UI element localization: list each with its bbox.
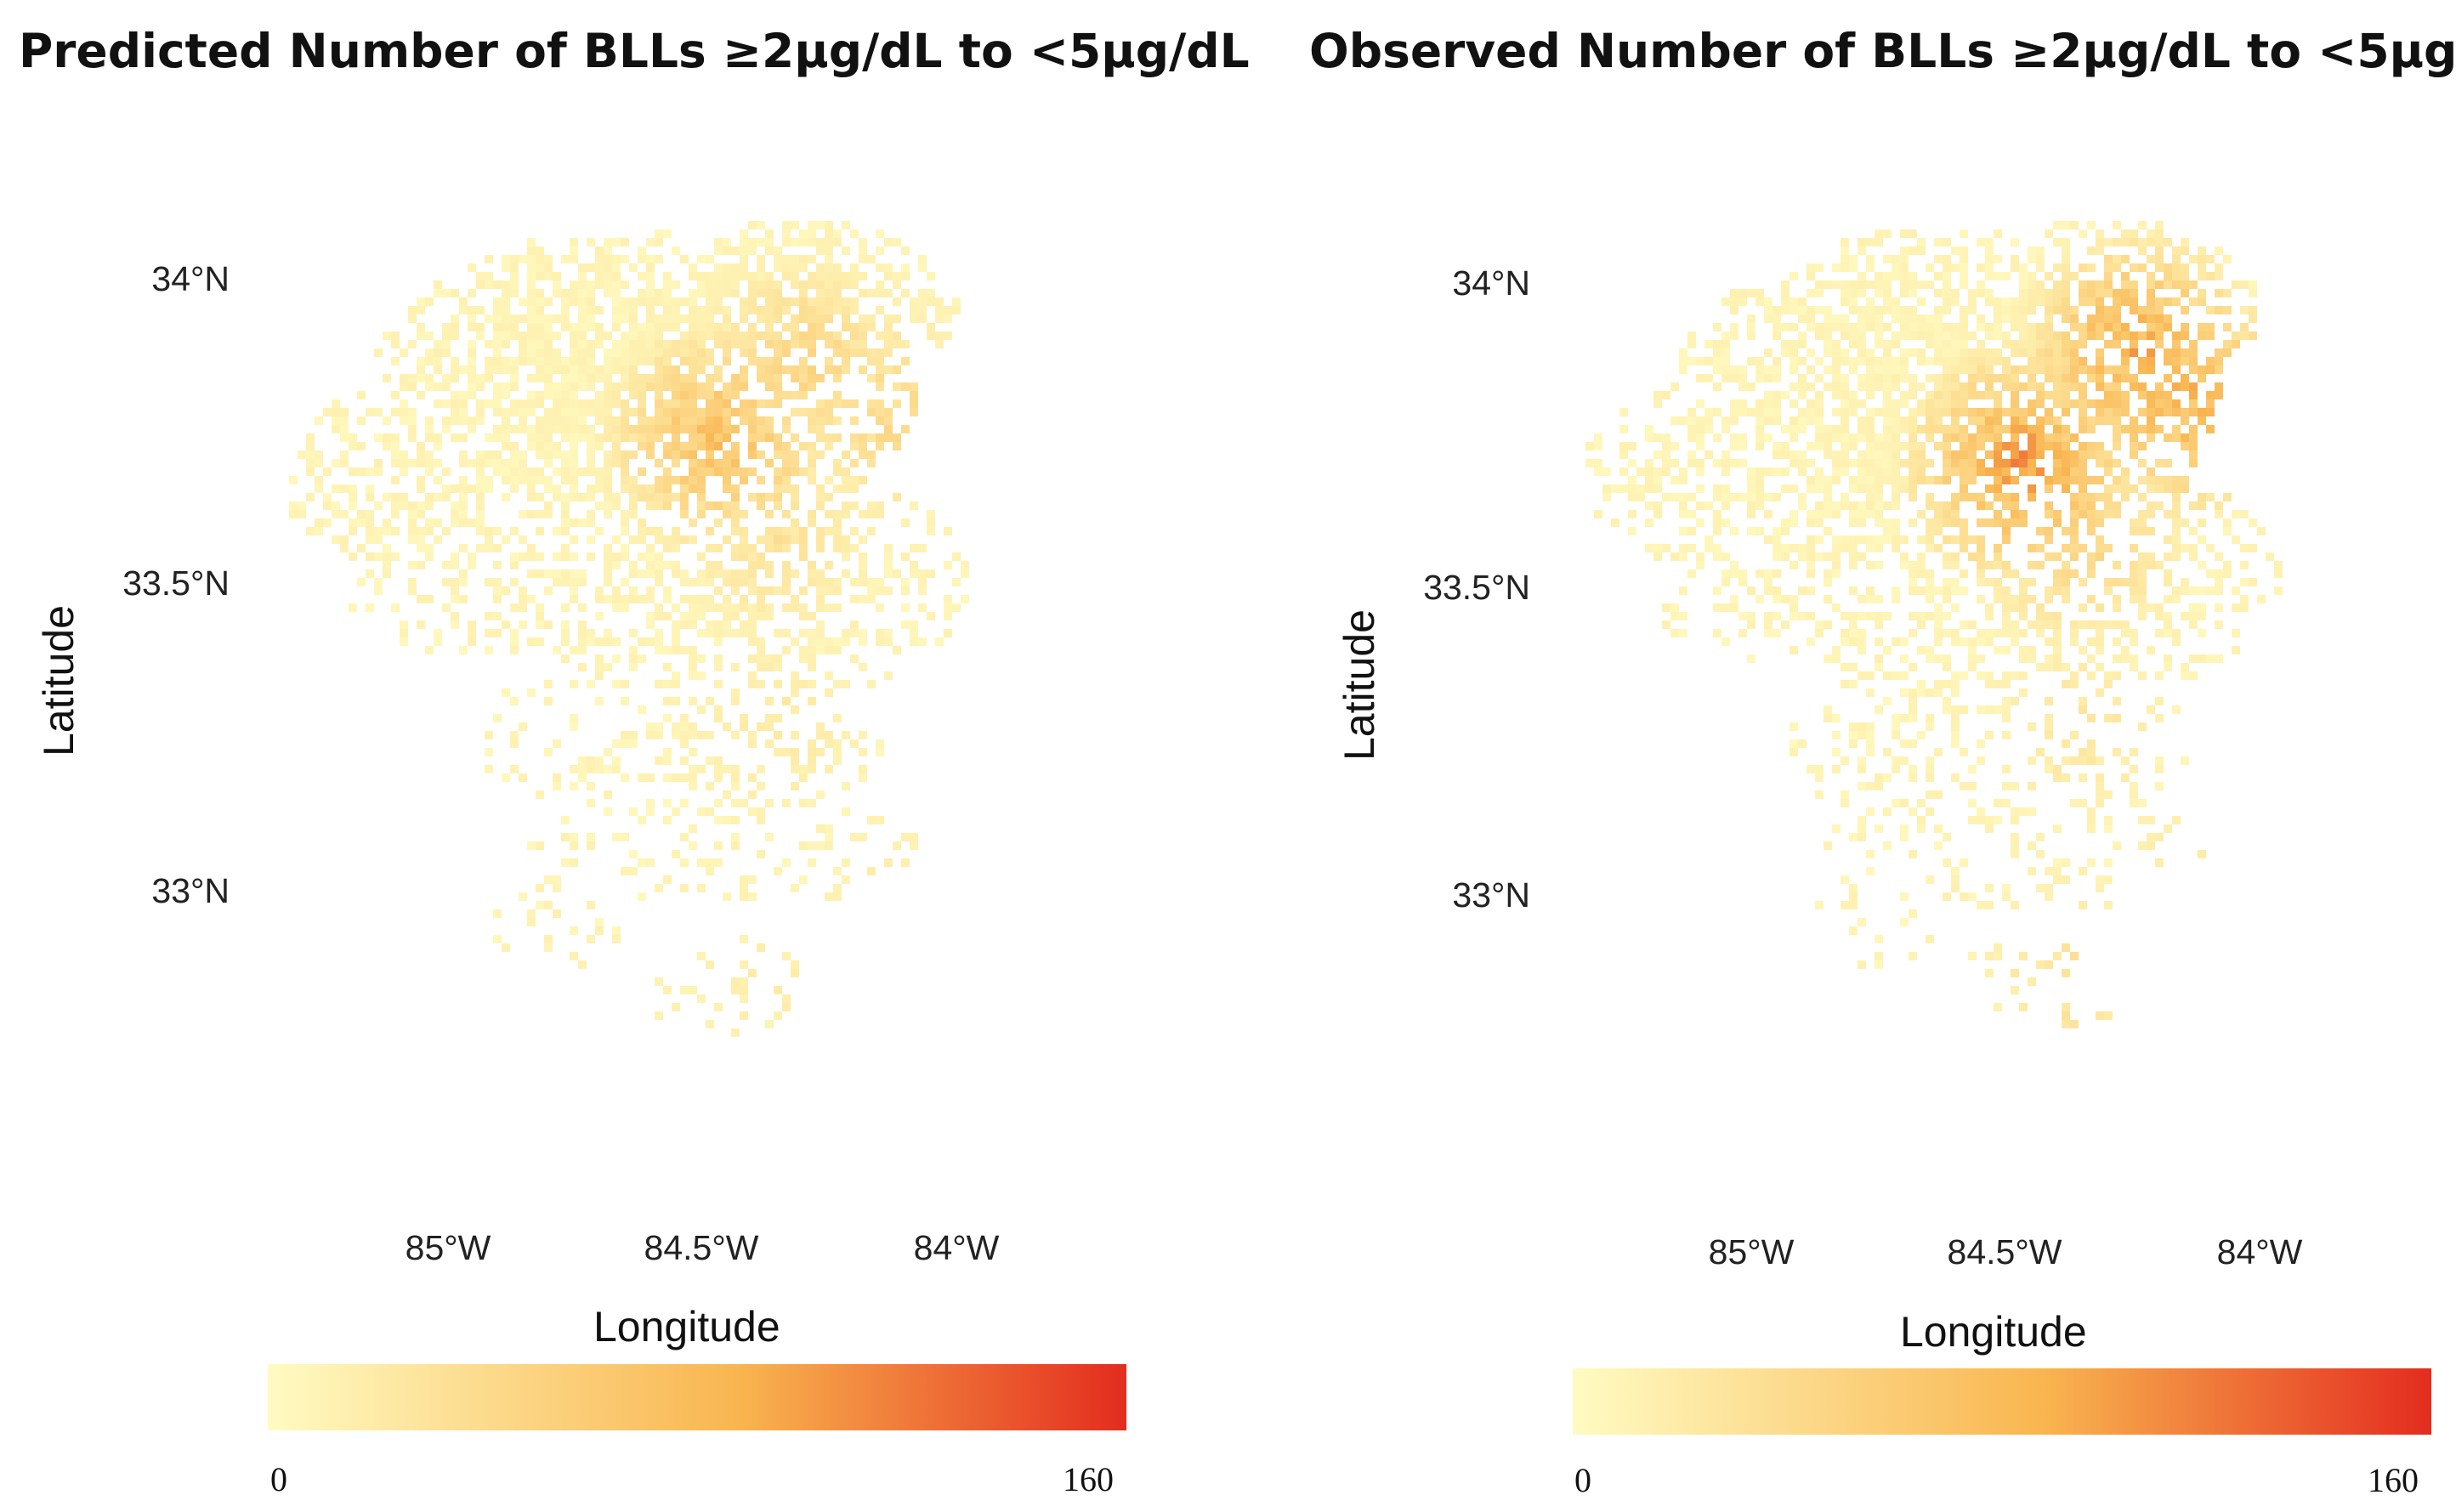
legend-max-label: 160 [2368,1461,2419,1499]
panel-title: Observed Number of BLLs ≥2µg/dL to <5µg/… [1309,24,2456,78]
y-axis-label: Latitude [1336,609,1383,761]
predicted-panel: Predicted Number of BLLs ≥2µg/dL to <5µg… [19,24,1250,1498]
lon-tick-label: 84.5°W [1947,1232,2062,1271]
y-axis-label: Latitude [35,605,82,756]
lat-tick-label: 33°N [151,871,230,910]
color-scale-bar [268,1364,1126,1430]
heatmap-cells [289,221,969,1037]
color-scale-bar [1573,1368,2431,1435]
x-axis-label: Longitude [593,1303,780,1351]
lat-tick-label: 34°N [151,259,230,298]
legend-min-label: 0 [1574,1461,1591,1499]
legend-min-label: 0 [270,1460,287,1498]
observed-panel: Observed Number of BLLs ≥2µg/dL to <5µg/… [1309,0,2456,1512]
heatmap-predicted [255,161,1173,1190]
lat-tick-label: 33°N [1452,875,1530,915]
lat-tick-label: 33.5°N [122,563,230,603]
lon-tick-label: 84°W [913,1228,1000,1267]
lon-tick-label: 85°W [1708,1232,1795,1271]
panel-title: Predicted Number of BLLs ≥2µg/dL to <5µg… [19,24,1250,78]
heatmap-observed [1560,161,2456,1190]
lon-tick-label: 84°W [2216,1232,2303,1271]
heatmap-cells [1585,221,2283,1028]
lat-tick-label: 34°N [1452,263,1530,303]
legend-max-label: 160 [1063,1460,1114,1498]
lon-tick-label: 85°W [405,1228,491,1267]
lon-tick-label: 84.5°W [644,1228,759,1267]
x-axis-label: Longitude [1900,1308,2087,1356]
lat-tick-label: 33.5°N [1423,568,1530,607]
